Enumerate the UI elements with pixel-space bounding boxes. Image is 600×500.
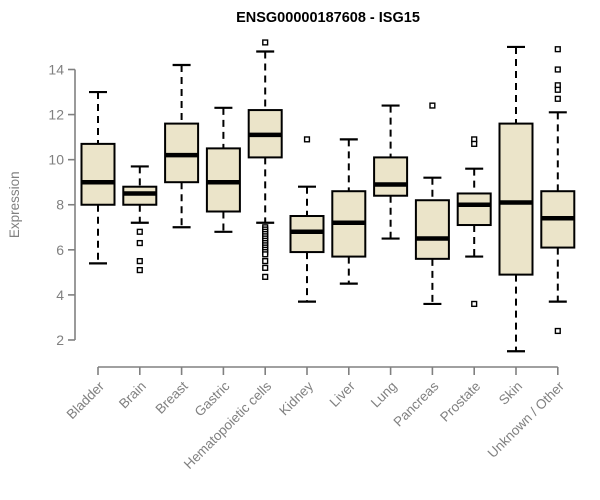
x-tick-label: Liver	[327, 378, 359, 410]
iqr-box	[164, 122, 200, 184]
iqr-box	[122, 185, 158, 206]
x-tick-label: Unknown / Other	[485, 378, 568, 461]
outlier-point	[554, 327, 561, 335]
iqr-box	[80, 142, 116, 206]
outlier-point	[136, 257, 143, 265]
boxplot-bladder	[80, 90, 116, 265]
x-tick-label: Brain	[116, 379, 149, 412]
iqr-box	[289, 215, 325, 254]
outlier-point	[262, 264, 269, 271]
outlier-point	[136, 228, 143, 235]
outlier-point	[303, 136, 311, 143]
y-tick-label: 6	[56, 242, 64, 258]
y-tick-label: 10	[48, 152, 64, 168]
x-tick-label: Kidney	[276, 378, 316, 418]
y-axis-title: Expression	[7, 171, 22, 238]
x-tick-label: Skin	[496, 379, 525, 408]
x-tick-label: Lung	[368, 379, 400, 411]
iqr-box	[205, 147, 241, 213]
y-tick-label: 8	[56, 197, 64, 213]
outlier-point	[262, 257, 269, 265]
boxplot-skin	[498, 45, 534, 353]
x-tick-label: Bladder	[64, 378, 108, 422]
y-tick-label: 4	[56, 287, 64, 303]
boxplot-brain	[122, 165, 158, 274]
outlier-point	[262, 273, 269, 280]
outlier-point	[554, 95, 561, 102]
outlier-point	[471, 140, 478, 147]
x-tick-label: Gastric	[192, 378, 233, 419]
boxplot-gastric	[205, 106, 241, 233]
boxplot-pancreas	[414, 102, 450, 306]
iqr-box	[498, 122, 534, 276]
x-tick-label: Breast	[153, 378, 191, 416]
boxplot-unknown-other	[540, 46, 576, 335]
outlier-point	[136, 239, 143, 247]
outlier-point	[262, 39, 269, 46]
chart-title: ENSG00000187608 - ISG15	[236, 10, 420, 26]
y-tick-label: 12	[48, 107, 64, 123]
boxplot-breast	[164, 63, 200, 229]
boxplot-lung	[373, 104, 409, 240]
x-tick-label: Prostate	[437, 379, 483, 425]
outlier-point	[554, 46, 561, 53]
boxplot-hematopoietic-cells	[247, 39, 283, 280]
boxplot-kidney	[289, 136, 325, 303]
iqr-box	[414, 199, 450, 260]
outlier-point	[136, 267, 143, 274]
y-tick-label: 2	[56, 332, 64, 348]
outlier-point	[429, 102, 436, 109]
boxplot-prostate	[456, 136, 492, 308]
iqr-box	[373, 156, 409, 197]
outlier-point	[471, 300, 478, 308]
outlier-point	[262, 251, 269, 258]
outlier-point	[554, 66, 561, 73]
x-tick-label: Pancreas	[391, 378, 442, 429]
y-tick-label: 14	[48, 62, 64, 78]
outlier-point	[554, 86, 561, 93]
iqr-box	[456, 192, 492, 227]
boxplot-liver	[331, 138, 367, 285]
